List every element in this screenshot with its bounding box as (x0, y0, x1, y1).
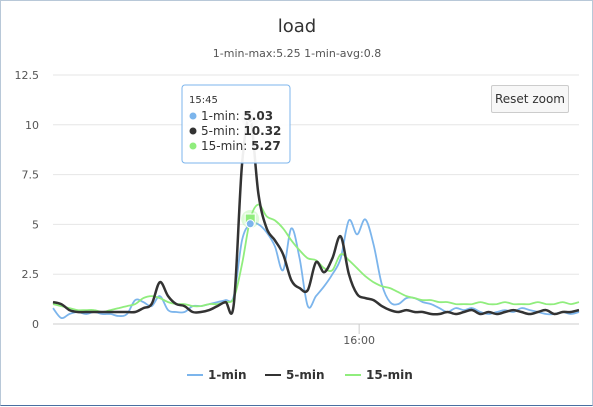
y-tick-label: 7.5 (22, 169, 40, 182)
series-line-5-min (52, 116, 580, 316)
series-line-15-min (52, 203, 580, 313)
legend-label-15-min[interactable]: 15-min (366, 368, 413, 382)
tooltip-time: 15:45 (189, 95, 218, 106)
legend: 1-min 5-min 15-min (187, 368, 413, 382)
chart-title: load (278, 16, 316, 37)
tooltip-row-15-min: 15-min: 5.27 (201, 139, 281, 153)
legend-label-1-min[interactable]: 1-min (208, 368, 247, 382)
y-axis-ticks: 0 2.5 5 7.5 10 12.5 (15, 69, 40, 331)
x-axis: 16:00 (343, 324, 375, 347)
series-layer (52, 116, 580, 320)
tooltip-box (181, 84, 291, 164)
tooltip-row-5-min: 5-min: 10.32 (201, 124, 281, 138)
chart-subtitle: 1-min-max:5.25 1-min-avg:0.8 (213, 47, 381, 60)
marker-1-min (245, 219, 255, 229)
y-tick-label: 10 (25, 119, 39, 132)
tooltip-dot-15-min (189, 142, 197, 150)
tooltip-row-1-min: 1-min: 5.03 (201, 109, 273, 123)
tooltip-dot-1-min (189, 112, 197, 120)
tooltip-dot-5-min (189, 127, 197, 135)
legend-label-5-min[interactable]: 5-min (286, 368, 325, 382)
reset-zoom-button[interactable]: Reset zoom (491, 85, 569, 113)
y-tick-label: 12.5 (15, 69, 40, 82)
grid-lines (53, 74, 579, 325)
x-tick-label: 16:00 (343, 334, 375, 347)
y-tick-label: 5 (32, 218, 39, 231)
y-tick-label: 2.5 (22, 268, 40, 281)
y-tick-label: 0 (32, 318, 39, 331)
